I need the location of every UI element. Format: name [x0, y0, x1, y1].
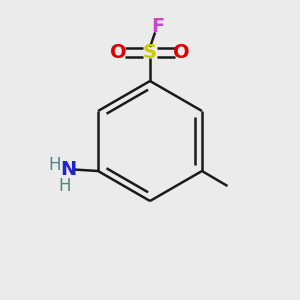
- Text: H: H: [48, 156, 61, 174]
- Text: S: S: [143, 43, 157, 62]
- Text: F: F: [151, 17, 164, 37]
- Text: H: H: [59, 177, 71, 195]
- Text: O: O: [173, 43, 190, 62]
- Text: O: O: [110, 43, 127, 62]
- Text: N: N: [60, 160, 76, 179]
